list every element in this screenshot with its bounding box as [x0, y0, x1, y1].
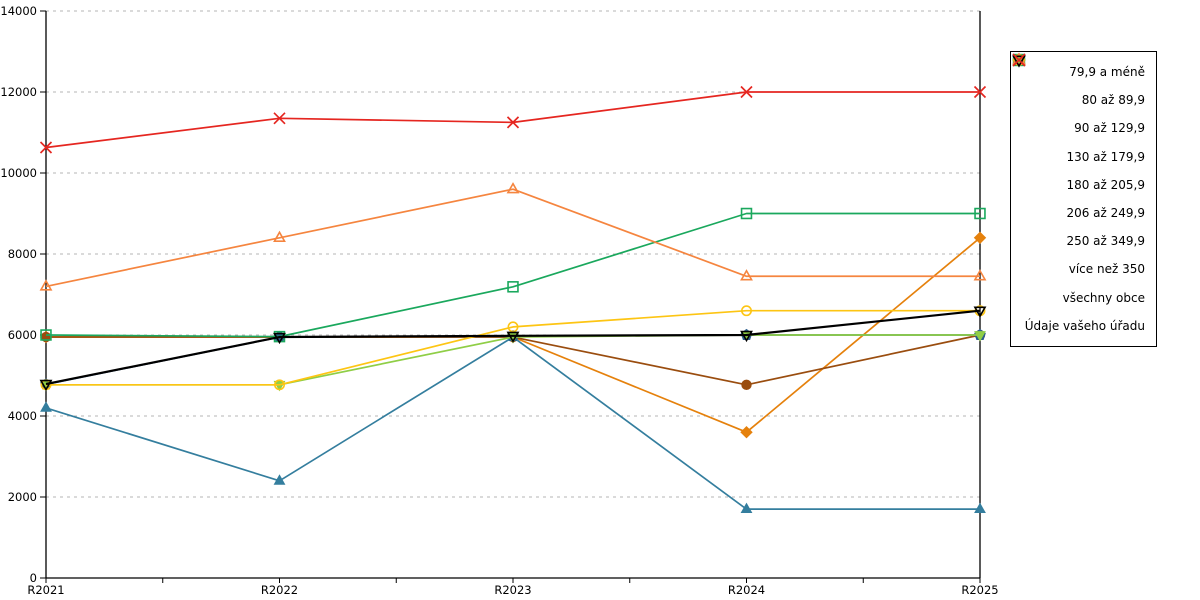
legend-item: 80 až 89,9 — [1013, 54, 1150, 111]
y-axis-tick-label: 2000 — [8, 490, 37, 504]
series-6 — [40, 305, 986, 391]
legend-label: 250 až 349,9 — [1066, 234, 1145, 249]
series-8 — [39, 306, 987, 392]
legend-item: více než 350 — [1012, 52, 1150, 280]
legend-label: 130 až 179,9 — [1066, 149, 1145, 164]
marker-triangle-up — [740, 502, 753, 514]
legend-marker-triangle-up-icon — [1012, 52, 1026, 65]
series-line — [45, 91, 980, 149]
y-axis-tick-label: 12000 — [0, 85, 37, 99]
marker-triangle-down — [39, 379, 53, 392]
series-2 — [40, 330, 986, 514]
legend-marker-triangle-down-icon — [1012, 55, 1026, 68]
y-axis-tick-label: 4000 — [8, 409, 37, 423]
marker-circle — [741, 305, 752, 317]
legend-label: 180 až 205,9 — [1066, 177, 1145, 192]
y-axis-tick-label: 10000 — [0, 166, 37, 180]
series-line — [45, 336, 980, 510]
legend-item: 206 až 249,9 — [1012, 53, 1150, 224]
x-axis-tick-label: R2025 — [961, 583, 998, 597]
marker-diamond — [740, 425, 753, 439]
y-axis-tick-label: 8000 — [8, 247, 37, 261]
marker-triangle-up — [506, 182, 520, 194]
legend-label: Údaje vašeho úřadu — [1024, 318, 1145, 333]
marker-triangle-up — [273, 230, 286, 243]
marker-x — [1012, 53, 1026, 67]
legend: 79,9 a méně 80 až 89,9 90 až 129,9 130 až 1… — [1010, 51, 1157, 347]
marker-triangle-down — [506, 331, 520, 343]
marker-x — [740, 85, 753, 99]
legend-label: 90 až 129,9 — [1074, 121, 1145, 136]
legend-label: více než 350 — [1068, 262, 1145, 277]
marker-circle — [741, 379, 752, 390]
y-axis-tick-label: 6000 — [8, 328, 37, 342]
marker-triangle-up — [1012, 52, 1026, 65]
marker-diamond — [973, 231, 987, 245]
series-9 — [39, 85, 987, 154]
series-line — [45, 188, 980, 288]
legend-item: 90 až 129,9 — [1012, 52, 1150, 139]
x-axis-tick-label: R2022 — [261, 583, 298, 597]
marker-triangle-down — [1012, 55, 1026, 68]
marker-circle — [507, 321, 519, 333]
marker-triangle-down — [273, 332, 286, 345]
x-axis-tick-label: R2024 — [728, 583, 765, 597]
marker-triangle-up — [40, 401, 52, 412]
x-axis-tick-label: R2023 — [494, 583, 531, 597]
marker-square — [507, 281, 519, 293]
marker-square — [740, 207, 753, 220]
legend-item: 250 až 349,9 — [1013, 54, 1150, 252]
y-axis-tick-label: 14000 — [0, 4, 37, 18]
marker-x — [39, 141, 53, 154]
marker-triangle-up — [273, 474, 286, 485]
legend-item: 79,9 a méně — [1012, 53, 1150, 83]
marker-x — [273, 112, 286, 125]
marker-triangle-down — [974, 331, 986, 342]
series-line — [46, 309, 980, 386]
legend-item: 180 až 205,9 — [1012, 55, 1150, 196]
marker-triangle-up — [974, 502, 986, 514]
series-line — [45, 212, 980, 338]
series-7 — [39, 182, 987, 291]
marker-x — [973, 85, 987, 99]
legend-label: 80 až 89,9 — [1081, 93, 1145, 108]
marker-triangle-up — [740, 269, 753, 281]
legend-item: 130 až 179,9 — [1012, 53, 1150, 168]
x-axis-tick-label: R2021 — [27, 583, 64, 597]
marker-circle — [274, 379, 285, 391]
marker-triangle-up — [39, 279, 53, 291]
marker-x — [506, 116, 520, 129]
marker-square — [40, 329, 52, 341]
series-line — [45, 309, 981, 386]
marker-triangle-down — [740, 330, 753, 343]
marker-triangle-down — [973, 306, 987, 318]
legend-item: všechny obce — [1012, 55, 1150, 309]
marker-square — [974, 207, 986, 220]
legend-marker-x-icon — [1012, 53, 1026, 67]
legend-label: 79,9 a méně — [1069, 65, 1145, 80]
legend-label: 206 až 249,9 — [1066, 206, 1145, 221]
y-axis-tick-label: 0 — [30, 571, 37, 585]
legend-item: Údaje vašeho úřadu — [1012, 53, 1150, 337]
marker-triangle-up — [973, 269, 987, 281]
legend-label: všechny obce — [1062, 290, 1145, 305]
